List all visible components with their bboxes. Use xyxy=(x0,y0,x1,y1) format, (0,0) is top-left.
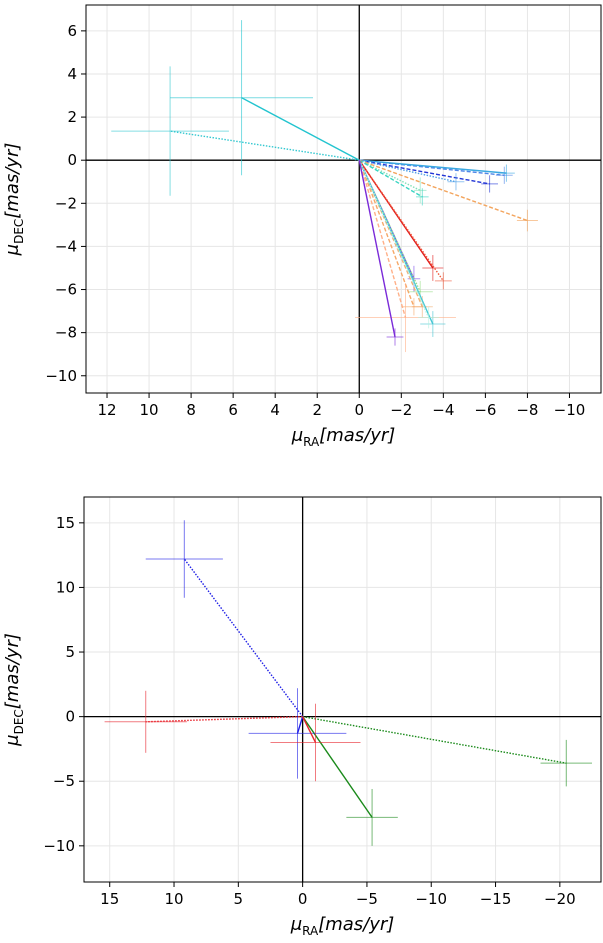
y-tick-label: 10 xyxy=(56,578,75,596)
y-tick-label: −10 xyxy=(43,837,75,855)
vector-line xyxy=(359,159,490,185)
data-point xyxy=(302,715,592,787)
x-tick-label: −15 xyxy=(480,890,512,908)
data-point xyxy=(358,159,427,204)
x-tick-label: 8 xyxy=(186,401,196,419)
plot-frame xyxy=(83,496,602,883)
x-tick-label: 0 xyxy=(298,890,308,908)
x-tick-label: 5 xyxy=(234,890,244,908)
data-point xyxy=(145,520,304,718)
vector-line xyxy=(358,160,407,318)
vector-line xyxy=(358,159,421,192)
y-tick-label: 6 xyxy=(67,22,77,40)
y-axis-label: μDEC[mas/yr] xyxy=(2,633,26,747)
y-tick-label: −5 xyxy=(53,772,75,790)
vector-line xyxy=(241,97,360,161)
x-tick-label: 4 xyxy=(270,401,280,419)
y-tick-label: −4 xyxy=(55,237,77,255)
plot-frame xyxy=(85,4,602,394)
y-tick-label: −6 xyxy=(55,281,77,299)
y-tick-label: −8 xyxy=(55,324,77,342)
y-tick-label: 0 xyxy=(67,151,77,169)
vector-line xyxy=(302,715,567,764)
x-tick-label: −10 xyxy=(554,401,586,419)
data-point xyxy=(359,159,538,232)
data-point xyxy=(170,20,360,176)
x-tick-label: 12 xyxy=(97,401,116,419)
vector-line xyxy=(358,160,396,338)
vector-line xyxy=(358,159,423,198)
data-point xyxy=(359,159,465,191)
x-tick-label: −4 xyxy=(432,401,454,419)
vector-line xyxy=(359,159,507,174)
data-point xyxy=(111,66,360,196)
data-point xyxy=(104,690,303,753)
x-tick-label: −10 xyxy=(415,890,447,908)
vector-line xyxy=(183,558,304,718)
data-point xyxy=(270,703,361,782)
x-tick-label: −8 xyxy=(516,401,538,419)
data-point xyxy=(355,160,456,353)
data-point xyxy=(248,688,347,779)
data-point xyxy=(358,159,429,206)
y-tick-label: 0 xyxy=(65,708,75,726)
chart-top: 12 10 8 6 4 2 0 −2 −4 −6 −8 −10 6 4 2 0 −2 −4 −6 −8 −10 μRA[m… xyxy=(2,4,602,449)
vector-line xyxy=(358,159,444,282)
y-axis-label: μDEC[mas/yr] xyxy=(2,143,26,257)
x-tick-label: 0 xyxy=(354,401,364,419)
y-tick-label: 4 xyxy=(67,65,77,83)
vector-line xyxy=(145,715,303,723)
vector-line xyxy=(358,159,415,308)
data-point xyxy=(358,159,440,329)
data-point xyxy=(358,159,446,337)
x-tick-label: 10 xyxy=(140,401,159,419)
x-axis-label: μRA[mas/yr] xyxy=(291,425,396,449)
x-tick-label: 2 xyxy=(312,401,322,419)
vector-line xyxy=(296,716,304,734)
vector-line xyxy=(302,716,317,743)
x-tick-label: −20 xyxy=(544,890,576,908)
data-point xyxy=(358,159,452,290)
x-tick-label: −6 xyxy=(474,401,496,419)
x-tick-label: 10 xyxy=(164,890,183,908)
x-axis-label: μRA[mas/yr] xyxy=(290,914,395,938)
chart-bottom: 15 10 5 0 −5 −10 −15 −20 15 10 5 0 −5 −10 μRA[mas/yr] μ… xyxy=(2,496,602,938)
y-tick-label: −10 xyxy=(45,367,77,385)
vector-line xyxy=(302,716,373,818)
vector-line xyxy=(169,130,360,161)
data-point xyxy=(359,159,515,182)
y-tick-label: 5 xyxy=(65,643,75,661)
y-tick-label: 2 xyxy=(67,108,77,126)
y-tick-label: 15 xyxy=(56,514,75,532)
x-tick-label: −5 xyxy=(356,890,378,908)
x-tick-label: −2 xyxy=(390,401,412,419)
x-tick-label: 15 xyxy=(100,890,119,908)
vector-line xyxy=(358,159,434,325)
y-tick-label: −2 xyxy=(55,194,77,212)
data-point xyxy=(358,160,404,346)
data-point xyxy=(359,159,498,193)
x-tick-label: 6 xyxy=(228,401,238,419)
